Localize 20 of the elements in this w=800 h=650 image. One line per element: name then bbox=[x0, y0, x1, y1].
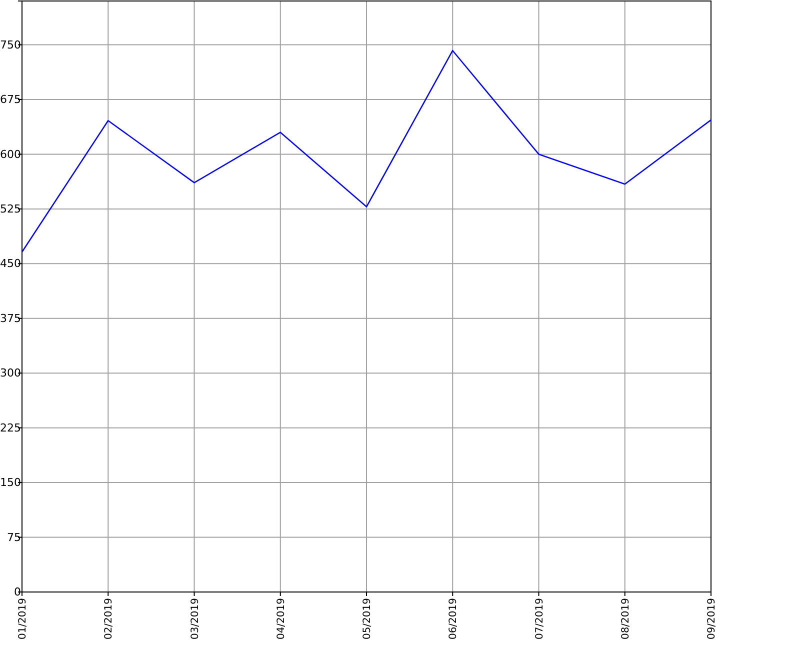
y-tick-label: 300 bbox=[0, 366, 21, 380]
y-tick-label: 600 bbox=[0, 148, 21, 161]
x-tick-label: 04/2019 bbox=[276, 598, 287, 640]
y-tick-label: 675 bbox=[0, 93, 21, 106]
x-tick-label: 06/2019 bbox=[448, 598, 460, 640]
x-tick-label: 08/2019 bbox=[620, 598, 632, 640]
x-tick-label: 05/2019 bbox=[362, 598, 373, 640]
line-series bbox=[21, 50, 712, 253]
y-tick-label: 225 bbox=[0, 421, 21, 434]
y-tick-label: 75 bbox=[7, 530, 21, 544]
x-tick-label: 09/2019 bbox=[706, 598, 718, 640]
x-tick-label: 02/2019 bbox=[104, 598, 115, 640]
x-tick-label: 03/2019 bbox=[190, 598, 201, 640]
x-tick-label: 01/2019 bbox=[18, 598, 28, 640]
y-tick-label: 525 bbox=[0, 202, 21, 216]
y-tick-label: 750 bbox=[0, 38, 21, 52]
y-tick-label: 450 bbox=[0, 257, 21, 270]
y-tick-label: 150 bbox=[0, 476, 21, 490]
x-tick-label: 07/2019 bbox=[534, 598, 546, 640]
y-tick-label: 375 bbox=[0, 312, 21, 325]
